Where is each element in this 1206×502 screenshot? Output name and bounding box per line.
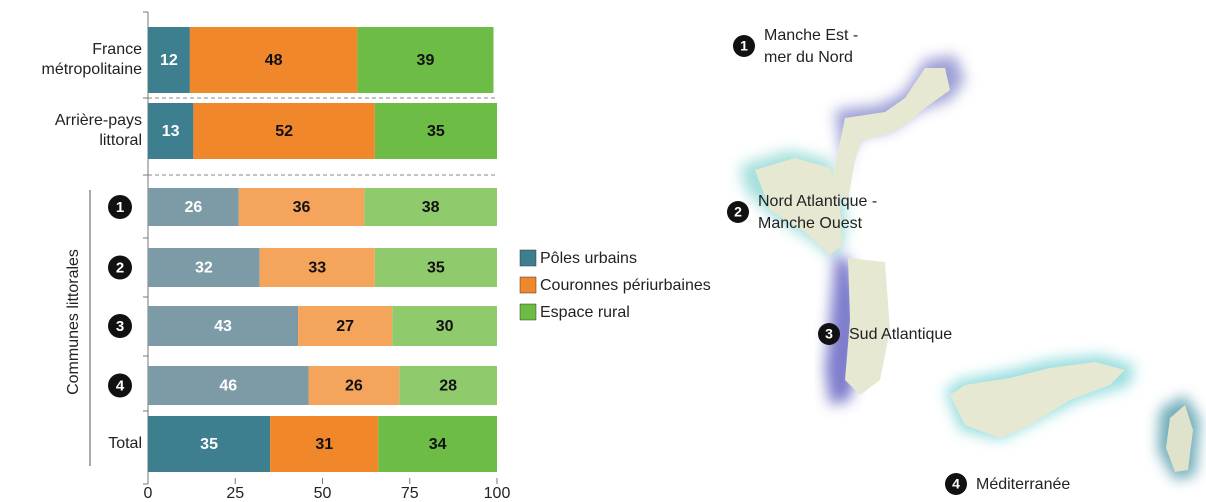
region-badge (727, 201, 749, 223)
bar-segment (148, 27, 190, 93)
region-number: 1 (740, 38, 748, 54)
bar-segment (374, 248, 497, 287)
bar-segment (238, 188, 365, 226)
data-label: 43 (214, 318, 232, 335)
data-label: 35 (200, 436, 218, 453)
land (755, 158, 842, 255)
bar-segment (148, 366, 309, 405)
region-badge (818, 323, 840, 345)
data-label: 13 (162, 123, 180, 140)
x-tick-label: 0 (144, 485, 153, 502)
land (950, 362, 1125, 438)
data-label: 48 (265, 52, 283, 69)
bar-segment (364, 188, 497, 226)
bar-segment (399, 366, 497, 405)
data-label: 27 (336, 318, 354, 335)
bar-segment (148, 103, 194, 159)
bar-segment (374, 103, 497, 159)
data-label: 28 (439, 378, 457, 395)
category-label: Arrière-pays littoral (2, 111, 142, 151)
region-label: Sud Atlantique (849, 326, 952, 343)
legend-label: Pôles urbains (540, 250, 637, 267)
data-label: 31 (315, 436, 333, 453)
bar-segment (148, 306, 299, 346)
legend-label: Couronnes périurbaines (540, 277, 711, 294)
data-label: 35 (427, 123, 445, 140)
category-label: 4 (116, 377, 125, 394)
category-label-line: Arrière-pays (54, 112, 142, 129)
land (1166, 405, 1193, 472)
data-label: 26 (345, 378, 363, 395)
bar-segment (193, 103, 375, 159)
land (830, 68, 950, 200)
bar-segment (357, 27, 494, 93)
category-label-line: littoral (99, 132, 142, 149)
bar-segment (378, 416, 497, 472)
bar-segment (148, 416, 271, 472)
bar-segment (392, 306, 497, 346)
land (845, 258, 890, 395)
x-tick-label: 50 (314, 485, 332, 502)
data-label: 12 (160, 52, 178, 69)
region-label: mer du Nord (764, 49, 853, 66)
data-label: 30 (436, 318, 454, 335)
region-number: 3 (825, 326, 833, 342)
data-label: 34 (429, 436, 447, 453)
number-badge (108, 314, 132, 338)
bar-segment (259, 248, 375, 287)
data-label: 39 (417, 52, 435, 69)
data-label: 35 (427, 260, 445, 277)
data-label: 38 (422, 199, 440, 216)
region-label: Nord Atlantique - (758, 193, 877, 210)
category-label: 3 (116, 318, 124, 335)
number-badge (108, 195, 132, 219)
bar-segment (148, 188, 239, 226)
region-badge (945, 473, 967, 495)
legend-swatch (519, 249, 537, 267)
data-label: 33 (308, 260, 326, 277)
category-label-line: Total (108, 435, 142, 452)
category-label-line: métropolitaine (41, 61, 143, 78)
group-label: Communes littorales (65, 249, 82, 395)
number-badge (108, 255, 132, 280)
region-label: Manche Est - (764, 27, 858, 44)
bar-segment (148, 248, 260, 287)
legend-swatch (519, 303, 537, 321)
data-label: 36 (293, 199, 311, 216)
bar-segment (298, 306, 393, 346)
region-number: 2 (734, 204, 742, 220)
category-label: France métropolitaine (2, 40, 143, 80)
map (740, 55, 1200, 480)
x-tick-label: 25 (226, 485, 244, 502)
category-label: 1 (116, 199, 124, 216)
category-label: Total (2, 434, 142, 454)
legend-swatch (519, 276, 537, 294)
data-label: 52 (275, 123, 293, 140)
bar-segment (270, 416, 379, 472)
category-label-line: France (92, 41, 142, 58)
region-badge (733, 35, 755, 57)
category-label: 2 (116, 259, 124, 276)
legend-label: Espace rural (540, 304, 630, 321)
region-number: 4 (952, 476, 960, 492)
region-label: Méditerranée (976, 476, 1070, 493)
x-tick-label: 100 (484, 485, 511, 502)
x-tick-label: 75 (401, 485, 419, 502)
number-badge (108, 373, 132, 398)
bar-segment (189, 27, 358, 93)
data-label: 26 (184, 199, 202, 216)
data-label: 46 (219, 378, 237, 395)
data-label: 32 (195, 260, 213, 277)
bar-segment (308, 366, 400, 405)
region-label: Manche Ouest (758, 215, 863, 232)
